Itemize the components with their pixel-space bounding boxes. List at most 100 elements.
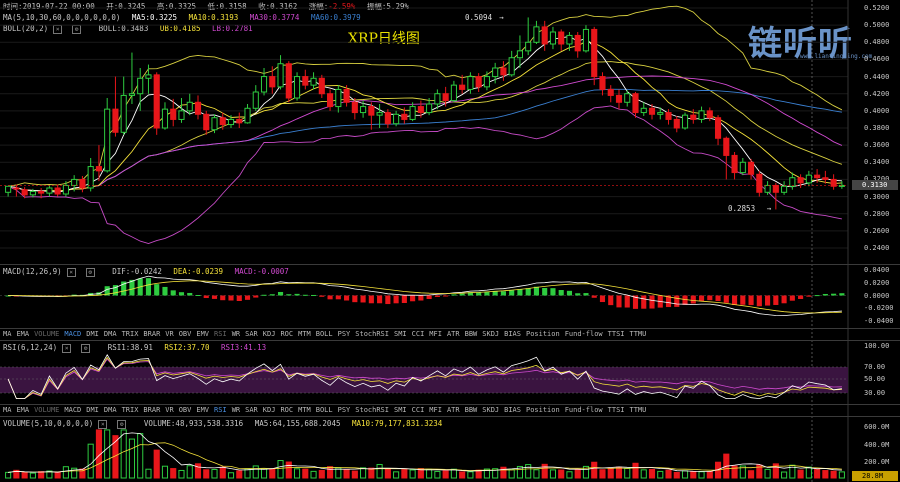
tab-ttmu[interactable]: TTMU	[629, 330, 647, 338]
tab-boll[interactable]: BOLL	[315, 330, 333, 338]
close-icon[interactable]: ×	[98, 419, 108, 429]
tab-stochrsi[interactable]: StochRSI	[355, 406, 389, 414]
tab-cci[interactable]: CCI	[411, 406, 425, 414]
ma10-line	[8, 40, 842, 192]
tab-ma[interactable]: MA	[3, 330, 12, 338]
candle-body	[335, 88, 342, 108]
boll-upper-line	[8, 5, 843, 187]
close-icon[interactable]: ×	[62, 343, 72, 353]
candle-body	[137, 77, 144, 95]
tab-dma[interactable]: DMA	[103, 330, 117, 338]
tab-bbw[interactable]: BBW	[464, 406, 478, 414]
tab-bbw[interactable]: BBW	[464, 330, 478, 338]
tab-smi[interactable]: SMI	[393, 406, 407, 414]
tab-mtm[interactable]: MTM	[298, 330, 311, 338]
volume-bar	[822, 470, 829, 479]
candle-body	[615, 94, 623, 103]
candle-body	[772, 184, 779, 193]
tab-vr[interactable]: VR	[165, 406, 174, 414]
tab-boll[interactable]: BOLL	[315, 406, 333, 414]
tab-position[interactable]: Position	[525, 330, 560, 338]
tab-cci[interactable]: CCI	[411, 330, 425, 338]
tab-smi[interactable]: SMI	[393, 330, 407, 338]
tab-emv[interactable]: EMV	[196, 406, 210, 414]
tab-trix[interactable]: TRIX	[121, 330, 139, 338]
tab-macd[interactable]: MACD	[64, 406, 82, 414]
tab-obv[interactable]: OBV	[178, 330, 192, 338]
settings-icon[interactable]: ⚙	[117, 419, 127, 429]
tab-psy[interactable]: PSY	[337, 330, 351, 338]
tab-obv[interactable]: OBV	[178, 406, 192, 414]
tab-skdj[interactable]: SKDJ	[482, 406, 500, 414]
candle-body	[260, 76, 268, 93]
tab-ttsi[interactable]: TTSI	[607, 406, 625, 414]
tab-vr[interactable]: VR	[165, 330, 174, 338]
tab-sar[interactable]: SAR	[245, 330, 258, 338]
macd-bar	[641, 295, 647, 309]
tab-dmi[interactable]: DMI	[86, 406, 99, 414]
axis-tick: 0.0000	[864, 291, 890, 300]
volume-bar	[838, 471, 845, 479]
tab-fund-flow[interactable]: Fund-flow	[564, 406, 603, 414]
tab-volume[interactable]: VOLUME	[34, 330, 60, 338]
tab-sar[interactable]: SAR	[245, 406, 258, 414]
tab-brar[interactable]: BRAR	[143, 330, 161, 338]
macd-bar	[616, 295, 622, 308]
tab-stochrsi[interactable]: StochRSI	[355, 330, 389, 338]
close-icon[interactable]: ×	[66, 267, 76, 277]
tab-bias[interactable]: BIAS	[504, 406, 521, 414]
candle-body	[756, 173, 763, 193]
tab-kdj[interactable]: KDJ	[262, 406, 276, 414]
tab-dma[interactable]: DMA	[103, 406, 117, 414]
tab-psy[interactable]: PSY	[337, 406, 351, 414]
tab-roc[interactable]: ROC	[280, 330, 294, 338]
axis-tick: 0.5000	[864, 21, 890, 30]
tab-fund-flow[interactable]: Fund-flow	[564, 330, 603, 338]
axis-tick: 0.3200	[864, 175, 889, 183]
tab-mtm[interactable]: MTM	[298, 406, 311, 414]
macd-bar	[756, 295, 762, 307]
tab-ema[interactable]: EMA	[16, 330, 30, 338]
volume-bar	[781, 471, 788, 479]
tab-ttmu[interactable]: TTMU	[629, 406, 647, 414]
tab-emv[interactable]: EMV	[196, 330, 210, 338]
tab-wr[interactable]: WR	[231, 406, 241, 414]
tab-rsi[interactable]: RSI	[214, 330, 227, 338]
candle-body	[29, 190, 36, 196]
tab-skdj[interactable]: SKDJ	[482, 330, 500, 338]
tab-atr[interactable]: ATR	[446, 406, 460, 414]
candle-body	[500, 67, 507, 76]
volume-bar	[393, 471, 400, 479]
tab-wr[interactable]: WR	[231, 330, 241, 338]
tab-brar[interactable]: BRAR	[143, 406, 161, 414]
tab-trix[interactable]: TRIX	[121, 406, 139, 414]
tab-rsi[interactable]: RSI	[214, 406, 227, 414]
tab-position[interactable]: Position	[525, 406, 560, 414]
tab-kdj[interactable]: KDJ	[262, 330, 276, 338]
candle-body	[145, 74, 152, 79]
candle-body	[302, 76, 309, 86]
tab-mfi[interactable]: MFI	[429, 330, 442, 338]
tab-volume[interactable]: VOLUME	[34, 406, 60, 414]
tab-ma[interactable]: MA	[3, 406, 12, 414]
tab-roc[interactable]: ROC	[280, 406, 294, 414]
macd-dea-line	[8, 280, 842, 314]
tab-dmi[interactable]: DMI	[86, 330, 99, 338]
macd-bar	[393, 295, 399, 304]
tab-atr[interactable]: ATR	[446, 330, 460, 338]
tab-ttsi[interactable]: TTSI	[607, 330, 625, 338]
tab-ema[interactable]: EMA	[16, 406, 30, 414]
tab-mfi[interactable]: MFI	[429, 406, 442, 414]
settings-icon[interactable]: ⚙	[85, 267, 95, 277]
rsi-axis: 100.00 70.00 50.00 30.00	[852, 341, 900, 403]
tab-macd[interactable]: MACD	[64, 330, 82, 338]
header-time: 时间:2019-07-22 00:00	[3, 2, 95, 11]
settings-icon[interactable]: ⚙	[81, 343, 91, 353]
volume-bar	[87, 443, 94, 479]
macd-bar	[203, 295, 209, 299]
macd-bar	[492, 290, 498, 296]
volume-bar	[731, 465, 738, 479]
tab-bias[interactable]: BIAS	[504, 330, 521, 338]
macd-bar	[500, 291, 506, 296]
